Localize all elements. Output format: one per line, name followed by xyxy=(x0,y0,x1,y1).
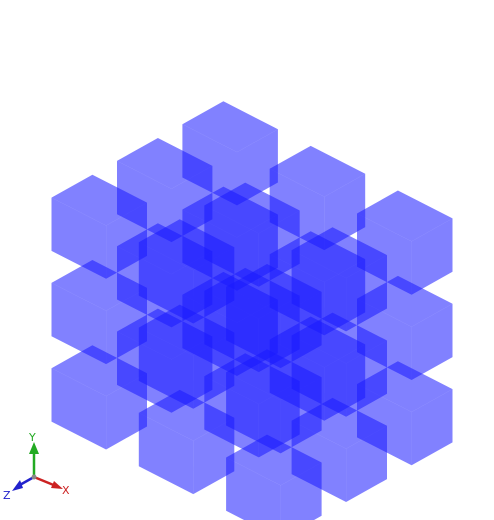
cube xyxy=(138,304,235,409)
y-axis-arrow xyxy=(29,442,39,454)
cube-top-face xyxy=(138,389,235,441)
cube-top-face xyxy=(226,434,322,486)
cube-top-face xyxy=(269,145,366,197)
cube-front-face xyxy=(138,242,194,324)
cube-right-face xyxy=(193,332,235,409)
cube-top-face xyxy=(51,345,147,397)
axes-triad: Y X Z xyxy=(3,431,70,502)
cube-right-face xyxy=(346,340,387,417)
cube xyxy=(51,345,147,450)
cube-right-face xyxy=(193,247,235,324)
z-axis-label: Z xyxy=(3,489,11,502)
cube-right-face xyxy=(346,425,387,502)
x-axis-arrow xyxy=(51,481,63,489)
cube xyxy=(226,349,322,454)
cube-top-face xyxy=(117,138,213,189)
cube-front-face xyxy=(51,282,107,365)
cube-right-face xyxy=(280,462,322,520)
cube-right-face xyxy=(411,389,453,466)
cube xyxy=(138,389,235,495)
cube-top-face xyxy=(357,190,453,242)
cube xyxy=(226,434,322,520)
cube xyxy=(138,219,235,324)
cube-right-face xyxy=(411,303,453,380)
cube-front-face xyxy=(138,412,194,495)
cube-top-face xyxy=(182,101,278,153)
cube-front-face xyxy=(51,368,107,450)
cube xyxy=(226,264,322,369)
cube-right-face xyxy=(280,291,322,369)
cube xyxy=(51,174,147,279)
cube-top-face xyxy=(138,219,235,271)
z-axis-arrow xyxy=(12,480,23,491)
cube-top-face xyxy=(226,264,322,315)
cube-top-face xyxy=(226,349,322,401)
cube xyxy=(51,260,147,365)
x-axis-line xyxy=(33,475,57,488)
cube-top-face xyxy=(51,260,147,311)
cube-top-face xyxy=(204,182,300,234)
cube-right-face xyxy=(106,287,147,365)
cube-right-face xyxy=(193,417,235,495)
cube-right-face xyxy=(280,377,322,454)
cube-front-face xyxy=(138,327,194,409)
triad-origin xyxy=(31,474,37,480)
cube-front-face xyxy=(51,197,107,279)
cube-top-face xyxy=(138,304,235,356)
cube-right-face xyxy=(346,255,387,332)
cube-right-face xyxy=(106,373,147,450)
cube-front-face xyxy=(226,457,281,520)
cube-top-face xyxy=(51,174,147,226)
x-axis-label: X xyxy=(62,484,70,497)
cube-front-face xyxy=(226,286,281,369)
cube-right-face xyxy=(411,218,453,295)
cube xyxy=(357,190,453,295)
cube-right-face xyxy=(106,202,147,279)
cube-front-face xyxy=(226,372,281,454)
y-axis-label: Y xyxy=(28,431,36,444)
cube-top-face xyxy=(291,227,387,279)
